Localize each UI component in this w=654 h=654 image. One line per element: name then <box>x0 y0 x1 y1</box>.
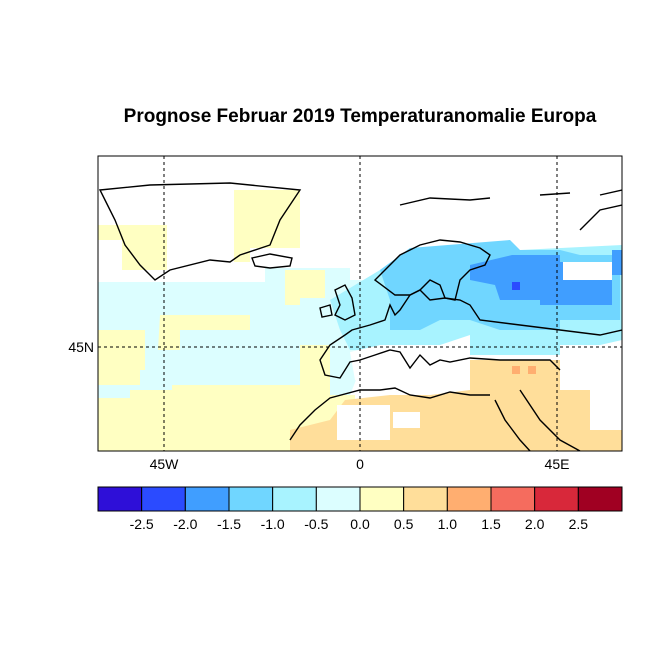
colorbar-tick-label: 0.0 <box>350 516 370 532</box>
region-arctic-russia-white <box>563 262 612 280</box>
colorbar-swatch <box>272 486 317 512</box>
region-atlantic-yellow <box>98 330 145 385</box>
map-frame <box>97 155 623 452</box>
colorbar-tick-label: -2.5 <box>130 516 154 532</box>
coast-britain <box>319 284 356 321</box>
colorbar-swatch <box>359 486 405 512</box>
region-subtropical-yellow <box>98 345 355 451</box>
colorbar-swatch <box>315 486 361 512</box>
colorbar-tick-label: 2.0 <box>525 516 545 532</box>
region-russia-blue-east <box>580 280 612 305</box>
coast-iceland <box>251 253 293 269</box>
region-libya-white <box>393 412 420 428</box>
colorbar-swatch <box>228 486 274 512</box>
x-label-45e: 45E <box>545 456 570 472</box>
colorbar-tick-label: -1.5 <box>217 516 241 532</box>
colorbar-swatch <box>97 486 143 512</box>
colorbar-tick-label: -0.5 <box>304 516 328 532</box>
coast-scandinavia <box>373 239 491 301</box>
colorbar-tick-label: 2.5 <box>569 516 589 532</box>
region-turkey-warm-cell-2 <box>528 366 536 374</box>
region-mediterranean-white <box>350 345 470 395</box>
region-russia-blue <box>470 255 580 305</box>
coast-greenland <box>98 182 302 281</box>
coast-north-africa <box>289 387 490 441</box>
colorbar-swatch <box>446 486 492 512</box>
colorbar-tick-label: -2.0 <box>173 516 197 532</box>
colorbar-tick-label: 1.0 <box>438 516 458 532</box>
map-title: Prognose Februar 2019 Temperaturanomalie… <box>123 106 597 127</box>
x-label-0: 0 <box>356 456 364 472</box>
region-atlantic-yellow-mid <box>158 315 250 350</box>
colorbar-tick-label: 0.5 <box>394 516 414 532</box>
region-greenland-yellow <box>234 190 300 262</box>
x-label-45w: 45W <box>150 456 180 472</box>
colorbar-swatch <box>534 486 579 512</box>
region-sahara-white <box>337 405 390 440</box>
coastlines <box>98 182 622 451</box>
coast-arctic-islands <box>399 189 622 231</box>
colorbar-tick-label: 1.5 <box>481 516 501 532</box>
colorbar: -2.5 -2.0 -1.5 -1.0 -0.5 0.0 0.5 1.0 1.5 2.0 2.5 <box>97 486 623 532</box>
region-turkey-warm-cell-1 <box>512 366 520 374</box>
coast-europe <box>319 289 622 379</box>
region-atlantic-yellow-north <box>285 270 325 305</box>
y-label-45n: 45N <box>68 339 94 355</box>
region-russia-strong-cell <box>512 282 520 290</box>
colorbar-swatch <box>490 486 536 512</box>
colorbar-swatch <box>403 486 448 512</box>
colorbar-swatch <box>141 486 186 512</box>
coast-red-sea <box>494 389 581 451</box>
colorbar-swatch <box>577 486 623 512</box>
region-russia-blue-far-east <box>612 250 622 275</box>
region-greenland-west-yellow <box>98 225 167 270</box>
colorbar-tick-label: -1.0 <box>261 516 285 532</box>
anomaly-field <box>98 156 622 451</box>
graticule <box>98 156 622 451</box>
colorbar-swatch <box>184 486 230 512</box>
